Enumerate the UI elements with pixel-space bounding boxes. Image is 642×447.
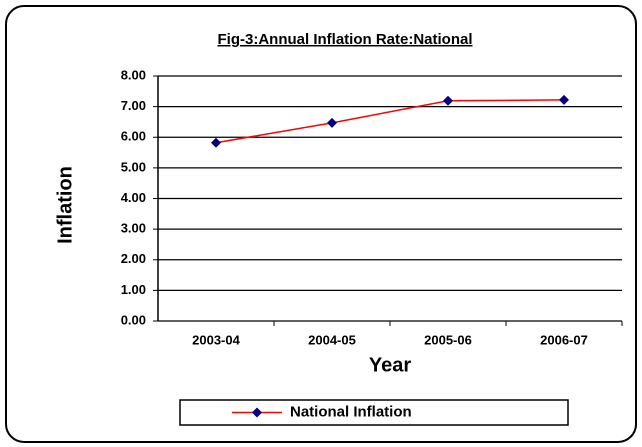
y-tick-label: 4.00: [121, 190, 146, 205]
data-point: [559, 94, 569, 105]
x-axis-title: Year: [369, 354, 411, 376]
data-point: [327, 117, 337, 128]
y-tick-label: 1.00: [121, 282, 146, 297]
legend-marker: [252, 407, 262, 418]
x-tick-label: 2003-04: [192, 332, 240, 347]
chart-border: [5, 5, 637, 443]
y-tick-label: 8.00: [121, 67, 146, 82]
series-line: [215, 99, 565, 144]
data-point: [211, 137, 221, 148]
y-tick-label: 2.00: [121, 251, 146, 266]
y-axis-title: Inflation: [54, 166, 76, 244]
data-point: [443, 95, 453, 106]
y-tick-label: 6.00: [121, 129, 146, 144]
y-tick-label: 0.00: [121, 312, 146, 327]
x-tick-label: 2004-05: [308, 332, 356, 347]
legend-label: National Inflation: [290, 403, 412, 420]
chart-title: Fig-3:Annual Inflation Rate:National: [218, 31, 473, 48]
x-tick-label: 2006-07: [540, 332, 588, 347]
y-tick-label: 7.00: [121, 98, 146, 113]
y-tick-label: 3.00: [121, 221, 146, 236]
y-tick-label: 5.00: [121, 159, 146, 174]
x-tick-label: 2005-06: [424, 332, 472, 347]
